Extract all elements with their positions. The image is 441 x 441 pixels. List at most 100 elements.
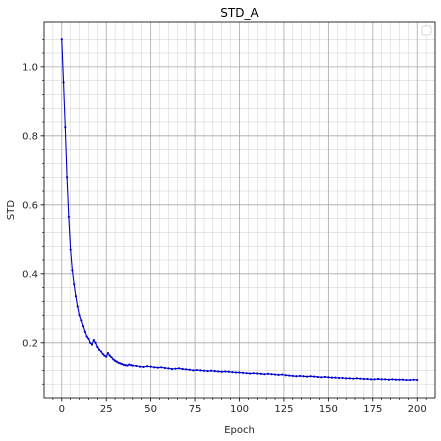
- x-tick-label: 50: [144, 404, 157, 415]
- data-point: [323, 375, 326, 379]
- data-point: [334, 376, 337, 379]
- data-point: [380, 378, 383, 381]
- data-point: [366, 377, 369, 381]
- data-point: [73, 283, 76, 286]
- data-point: [345, 377, 348, 380]
- data-point: [206, 369, 209, 373]
- data-point: [252, 372, 255, 375]
- data-point: [369, 378, 373, 381]
- data-point: [256, 372, 259, 375]
- data-point: [313, 375, 316, 378]
- data-point: [188, 368, 191, 371]
- x-tick-label: 150: [319, 404, 338, 415]
- data-point: [373, 378, 376, 381]
- minor-grid: [44, 22, 435, 398]
- data-point: [74, 295, 78, 298]
- data-point: [220, 370, 223, 373]
- data-point: [112, 358, 115, 361]
- data-point: [170, 367, 174, 371]
- data-point: [259, 372, 262, 375]
- data-point: [398, 378, 401, 381]
- data-point: [131, 364, 134, 367]
- data-point: [288, 374, 291, 377]
- y-tick-label: 0.8: [22, 131, 38, 142]
- data-point: [67, 215, 70, 218]
- data-point: [284, 374, 287, 377]
- data-point: [153, 366, 156, 369]
- data-point: [213, 369, 216, 373]
- data-point: [85, 335, 88, 338]
- data-point: [110, 356, 113, 359]
- y-tick-label: 0.6: [22, 200, 38, 211]
- data-point: [145, 365, 149, 368]
- data-point: [87, 337, 90, 340]
- data-point: [309, 375, 312, 378]
- data-point: [234, 371, 238, 374]
- data-point: [359, 377, 362, 380]
- data-point: [62, 81, 65, 84]
- data-point: [167, 367, 170, 370]
- data-point: [128, 363, 131, 366]
- data-point: [394, 378, 397, 381]
- y-tick-label: 1.0: [22, 62, 38, 73]
- data-point: [330, 376, 334, 379]
- data-point: [291, 374, 294, 378]
- legend-box: [421, 25, 432, 36]
- data-point: [71, 269, 74, 272]
- data-point: [185, 368, 188, 371]
- data-point: [202, 369, 206, 372]
- data-point: [192, 369, 195, 372]
- data-point: [177, 367, 181, 370]
- data-point: [355, 377, 358, 380]
- data-point: [209, 369, 213, 372]
- x-tick-label: 25: [100, 404, 113, 415]
- data-point: [105, 355, 108, 358]
- data-point: [126, 364, 129, 367]
- data-point: [76, 305, 79, 308]
- data-point: [181, 367, 184, 371]
- data-point: [409, 378, 412, 382]
- data-point: [298, 374, 302, 378]
- data-point: [96, 345, 99, 349]
- data-point: [384, 378, 387, 381]
- data-point: [249, 372, 252, 375]
- data-point: [122, 363, 126, 366]
- data-point: [97, 348, 101, 351]
- y-axis-label: STD: [6, 200, 17, 220]
- data-point: [82, 325, 85, 328]
- data-point: [108, 354, 111, 357]
- data-point: [90, 343, 94, 346]
- data-point: [245, 372, 248, 375]
- data-point: [362, 377, 366, 381]
- data-point: [327, 376, 330, 379]
- data-point: [92, 338, 95, 342]
- x-tick-label: 200: [408, 404, 427, 415]
- data-point: [412, 378, 415, 381]
- data-point: [121, 363, 124, 366]
- data-point: [156, 366, 159, 369]
- data-point: [174, 367, 177, 370]
- data-point: [266, 372, 270, 375]
- x-tick-label: 0: [59, 404, 65, 415]
- data-point: [119, 362, 122, 365]
- data-point: [238, 371, 241, 374]
- data-point: [277, 373, 280, 376]
- data-point: [337, 376, 341, 380]
- x-axis-label: Epoch: [224, 425, 255, 436]
- y-tick-label: 0.4: [22, 269, 38, 280]
- data-point: [391, 378, 394, 381]
- data-point: [217, 370, 220, 373]
- data-point: [66, 176, 69, 179]
- data-point: [78, 314, 81, 317]
- data-point: [138, 365, 142, 368]
- data-point: [305, 375, 309, 378]
- data-point: [142, 365, 145, 369]
- data-point: [113, 359, 117, 362]
- data-point: [270, 373, 273, 376]
- data-point: [94, 341, 97, 344]
- data-point: [348, 377, 351, 380]
- data-point: [103, 354, 106, 357]
- ticks-layer: 0 25 50 75 100 125 150 175 200 0.2 0.4 0.6 0.8 1.0: [22, 38, 427, 415]
